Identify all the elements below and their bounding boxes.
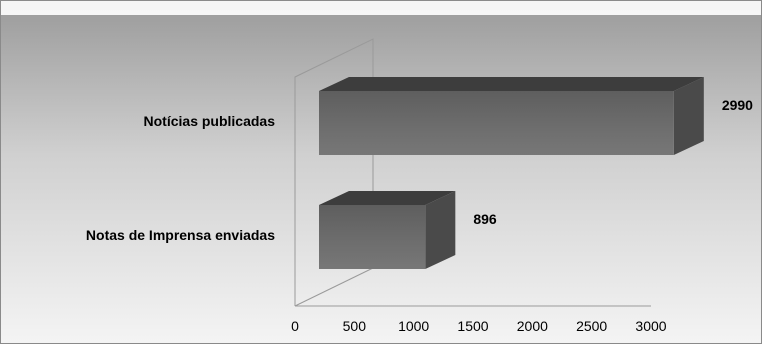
bar-side-face [425, 191, 456, 269]
x-tick-label: 3000 [635, 318, 666, 334]
bar-side-face [673, 77, 704, 155]
data-label: 896 [473, 211, 497, 227]
x-tick-label: 2500 [576, 318, 607, 334]
bar [319, 91, 674, 155]
data-label: 2990 [722, 97, 753, 113]
x-tick-label: 2000 [517, 318, 548, 334]
bar-top-face [319, 191, 456, 205]
category-label: Notas de Imprensa enviadas [86, 227, 275, 243]
category-label: Notícias publicadas [144, 113, 276, 129]
bar-top-face [319, 77, 704, 91]
bar [319, 205, 426, 269]
floor-depth-line [294, 267, 374, 307]
x-tick-label: 1000 [398, 318, 429, 334]
x-tick-label: 500 [343, 318, 367, 334]
x-tick-label: 1500 [457, 318, 488, 334]
x-tick-label: 0 [291, 318, 299, 334]
